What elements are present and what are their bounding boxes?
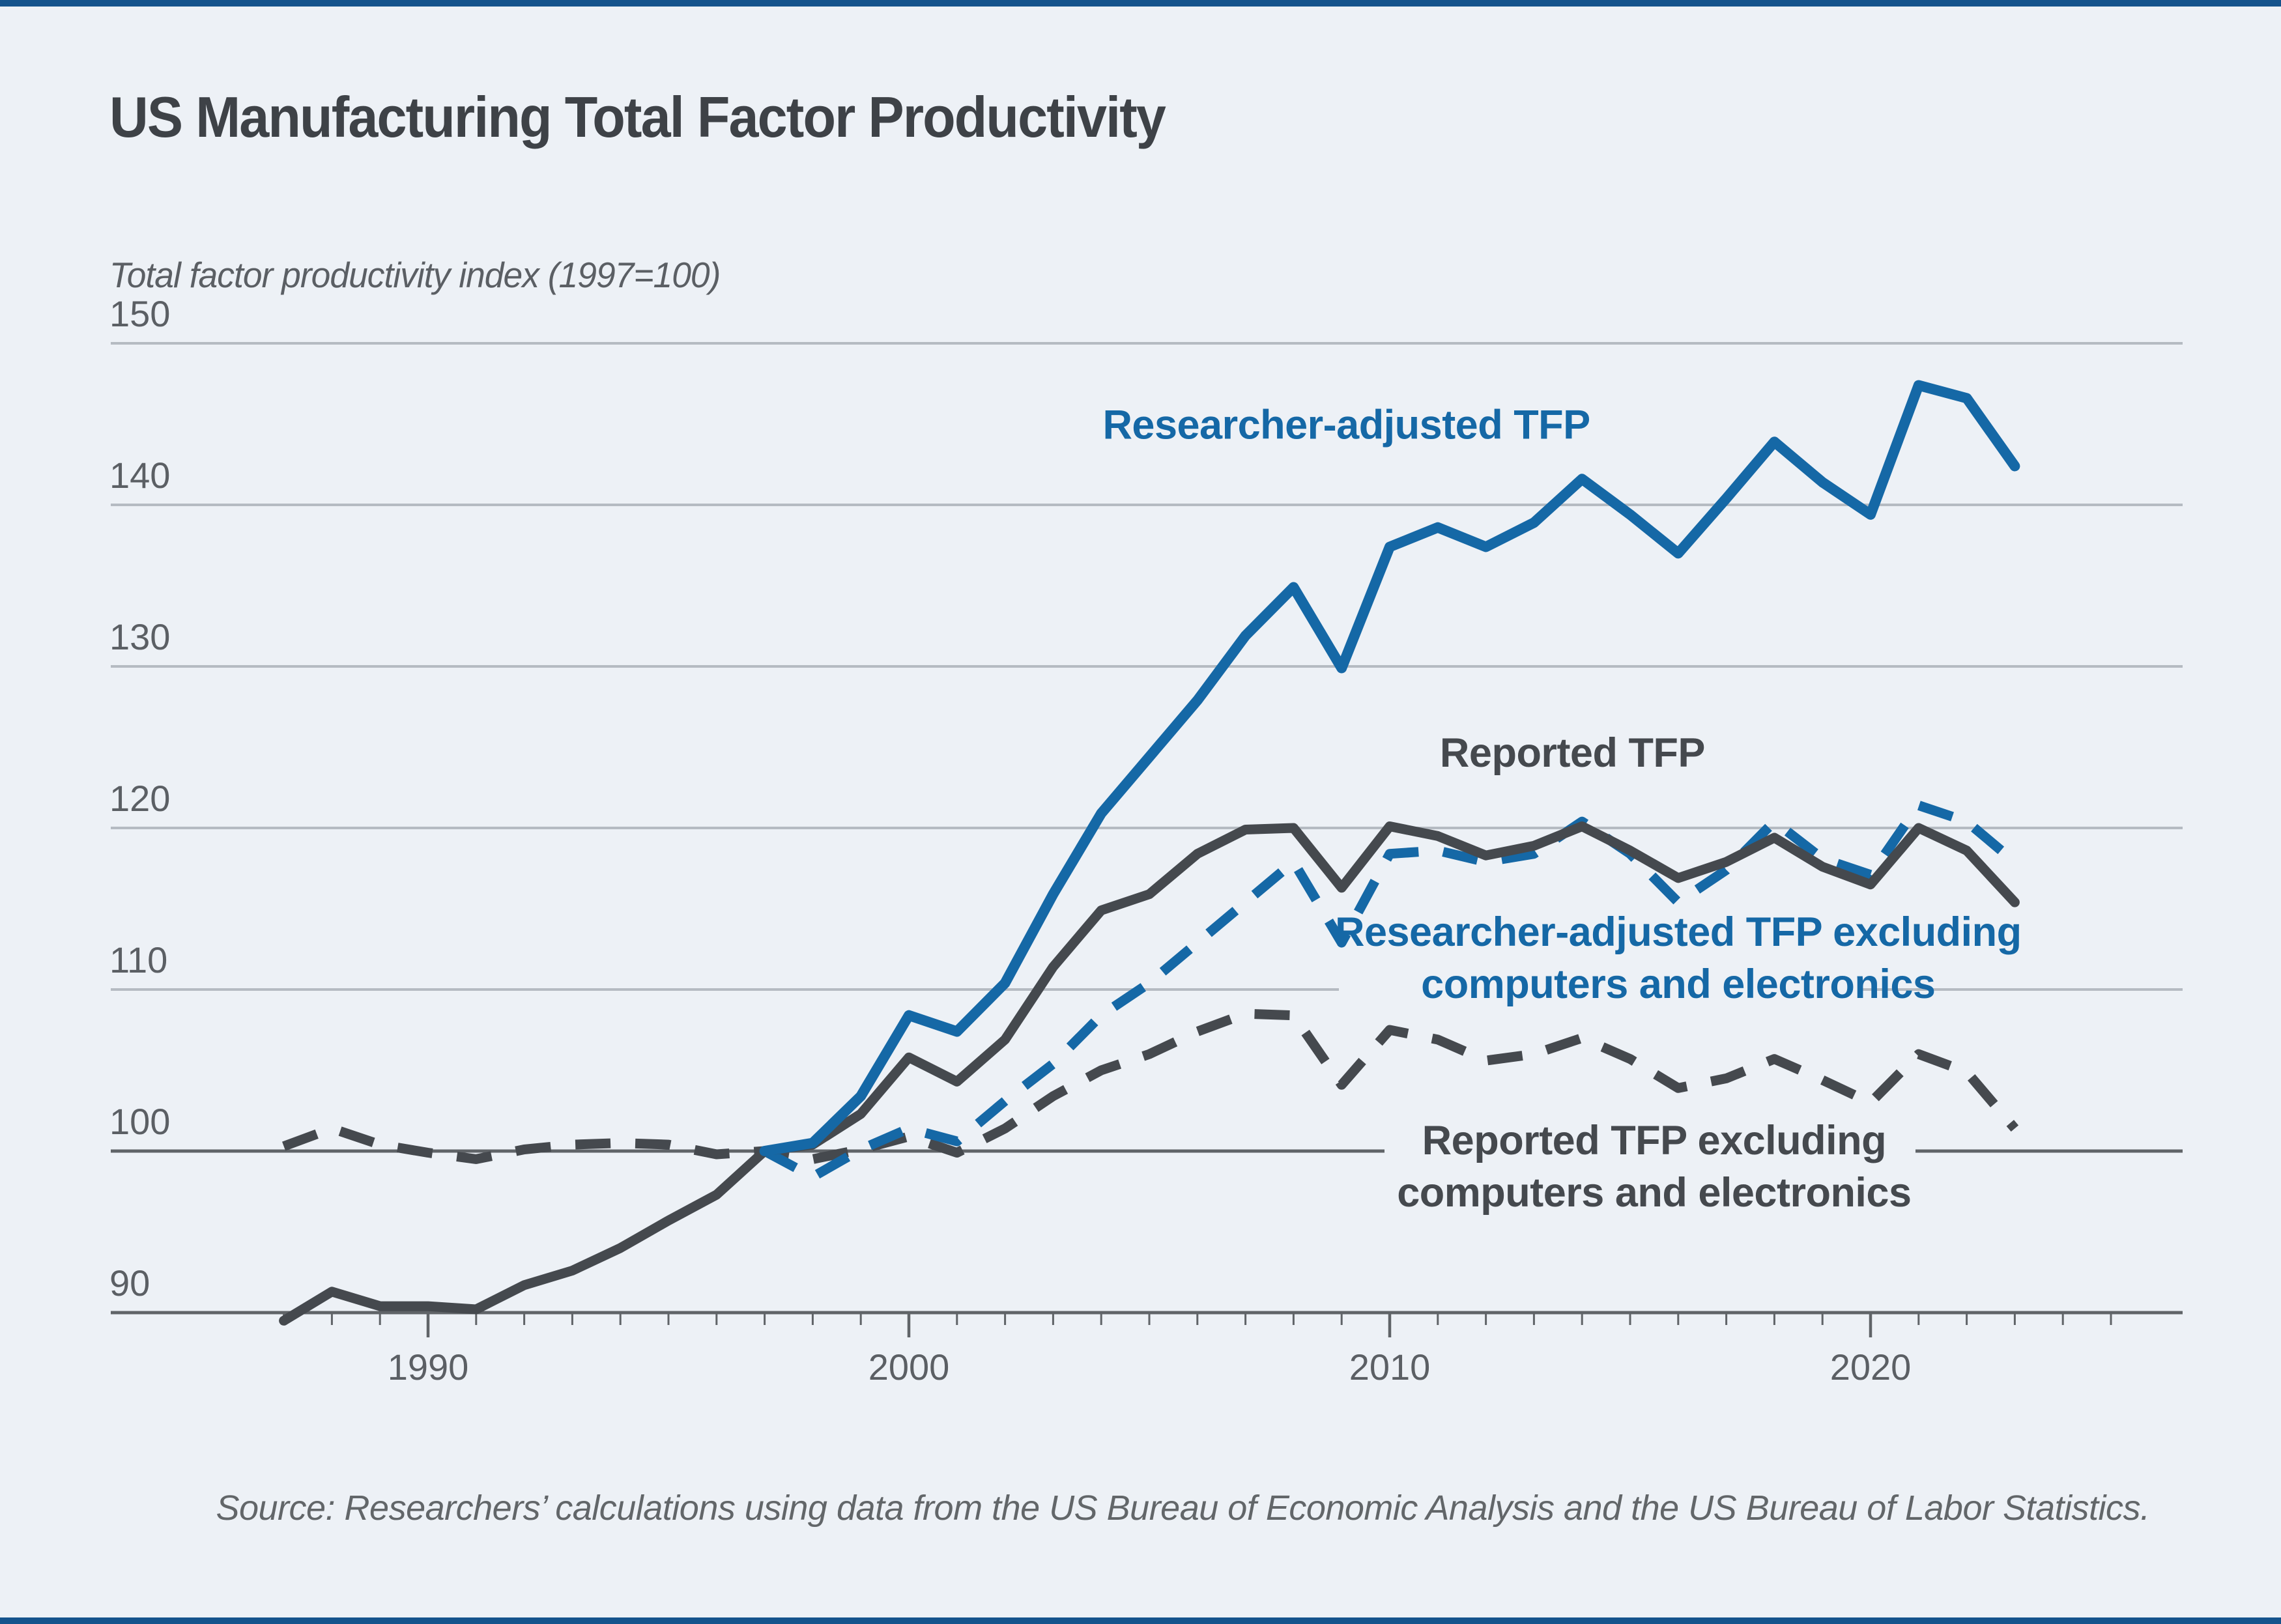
source-note: Source: Researchers’ calculations using … bbox=[216, 1489, 2150, 1528]
y-tick-label-110: 110 bbox=[109, 939, 167, 980]
x-tick-label-2000: 2000 bbox=[868, 1346, 950, 1388]
series-line-reported-tfp bbox=[279, 821, 2020, 1326]
series-line-researcher-adjusted-tfp bbox=[759, 380, 2020, 1156]
top-accent-bar bbox=[0, 0, 2281, 7]
y-tick-label-100: 100 bbox=[109, 1101, 170, 1142]
series-label-1: Reported TFP bbox=[1440, 730, 1705, 776]
y-tick-label-150: 150 bbox=[109, 293, 170, 334]
series-label-0: Researcher-adjusted TFP bbox=[1102, 402, 1590, 448]
bottom-accent-bar bbox=[0, 1617, 2281, 1624]
y-tick-label-90: 90 bbox=[109, 1262, 150, 1303]
series-label-2: Researcher-adjusted TFP excluding compute… bbox=[1335, 909, 2022, 1007]
y-axis-unit-label: Total factor productivity index (1997=10… bbox=[109, 255, 721, 295]
y-tick-label-130: 130 bbox=[109, 616, 170, 657]
x-tick-label-1990: 1990 bbox=[388, 1346, 469, 1388]
x-tick-label-2020: 2020 bbox=[1830, 1346, 1912, 1388]
chart-title: US Manufacturing Total Factor Productivi… bbox=[109, 85, 1166, 149]
x-tick-label-2010: 2010 bbox=[1349, 1346, 1431, 1388]
series-line-researcher-adjusted-tfp-excluding-computers-and-electronics bbox=[762, 800, 2018, 1182]
series-label-3: Reported TFP excluding computers and elec… bbox=[1397, 1118, 1911, 1216]
y-tick-label-120: 120 bbox=[109, 778, 170, 819]
series-line-reported-tfp-excluding-computers-and-electronics bbox=[281, 1008, 2019, 1164]
y-tick-label-140: 140 bbox=[109, 455, 170, 496]
